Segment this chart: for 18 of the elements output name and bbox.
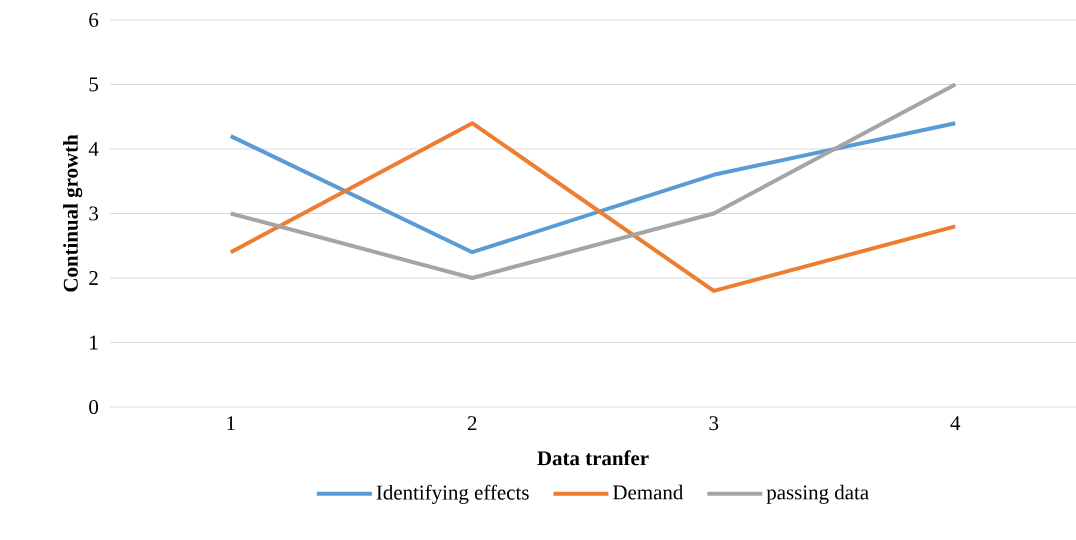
y-tick-label: 0 — [89, 399, 99, 415]
y-tick-label: 3 — [89, 206, 99, 221]
x-tick-label: 2 — [467, 416, 477, 431]
y-tick-label: 1 — [90, 335, 98, 350]
y-tick-label: 4 — [88, 142, 99, 156]
x-axis-title: Data tranfer — [537, 450, 649, 466]
legend-label: passing data — [766, 484, 869, 504]
y-tick-label: 5 — [89, 77, 99, 92]
y-axis-title: Continual growth — [63, 134, 83, 292]
legend-label: Demand — [613, 484, 684, 500]
y-tick-label: 2 — [89, 271, 98, 285]
x-tick-label: 3 — [709, 416, 719, 431]
x-tick-label: 1 — [227, 416, 235, 430]
x-tick-label: 4 — [950, 416, 961, 430]
legend-label: Identifying effects — [376, 484, 529, 504]
line-series — [228, 121, 958, 255]
y-tick-label: 6 — [89, 12, 99, 28]
line-series — [228, 121, 958, 293]
